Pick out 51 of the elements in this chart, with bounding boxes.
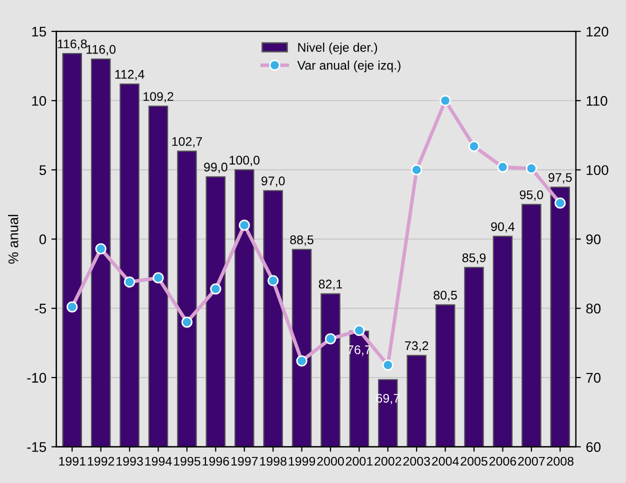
data-label: 73,2 — [405, 341, 428, 352]
y-tick-label: -5 — [34, 304, 46, 314]
legend-label: Var anual (eje izq.) — [297, 60, 400, 72]
x-tick-label: 2008 — [546, 456, 574, 466]
y-tick-label: 15 — [32, 26, 46, 37]
data-label: 100,0 — [230, 156, 260, 166]
y2-tick-label: 100 — [586, 165, 608, 176]
data-label: 80,5 — [434, 290, 457, 302]
x-tick-label: 1993 — [116, 456, 143, 466]
data-label: 85,9 — [462, 253, 486, 264]
x-tick-label: 2000 — [317, 456, 344, 466]
x-tick-label: 2006 — [489, 456, 516, 466]
data-label: 112,4 — [115, 70, 144, 80]
y2-tick-label: 120 — [586, 26, 608, 37]
y-tick-label: 10 — [32, 96, 46, 106]
x-tick-label: 1992 — [88, 456, 114, 466]
x-tick-label: 2007 — [518, 456, 545, 466]
x-tick-label: 1995 — [174, 456, 200, 466]
x-tick-label: 1997 — [231, 456, 258, 466]
y2-tick-label: 110 — [586, 96, 608, 106]
y-tick-label: -10 — [27, 372, 46, 383]
data-label: 116,0 — [86, 44, 116, 56]
data-label: 97,5 — [548, 173, 572, 184]
y2-tick-label: 90 — [586, 234, 601, 244]
x-tick-label: 1996 — [202, 456, 230, 466]
y2-tick-label: 80 — [586, 304, 601, 314]
data-label: 88,5 — [290, 235, 314, 246]
data-label: 102,7 — [172, 137, 202, 148]
y-axis-title: % anual — [8, 214, 18, 264]
y2-tick-label: 60 — [586, 442, 601, 452]
data-label: 109,2 — [144, 92, 174, 102]
x-tick-label: 2004 — [432, 456, 459, 466]
legend-label: Nivel (eje der.) — [298, 42, 378, 54]
data-label: 116,8 — [58, 39, 87, 50]
x-tick-label: 1999 — [288, 456, 316, 466]
y2-tick-label: 70 — [586, 372, 601, 383]
data-label: 90,4 — [491, 222, 515, 233]
data-label: 95,0 — [520, 190, 544, 201]
data-label: 97,0 — [261, 176, 285, 187]
y-tick-label: -15 — [27, 442, 46, 452]
x-tick-label: 2005 — [460, 456, 488, 466]
x-tick-label: 2003 — [403, 456, 430, 466]
y-tick-label: 5 — [39, 165, 46, 176]
data-label: 82,1 — [318, 280, 342, 290]
x-tick-label: 1994 — [145, 456, 172, 466]
x-tick-label: 1998 — [260, 456, 286, 466]
x-tick-label: 2001 — [346, 456, 372, 466]
data-label: 99,0 — [204, 162, 228, 174]
x-tick-label: 1991 — [59, 456, 86, 466]
y-tick-label: 0 — [39, 234, 46, 244]
x-tick-label: 2002 — [374, 456, 402, 466]
